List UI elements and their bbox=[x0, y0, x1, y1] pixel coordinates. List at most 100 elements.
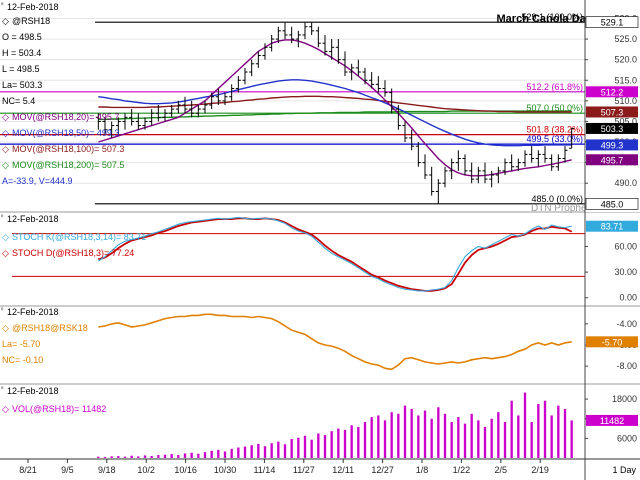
volume-bar bbox=[423, 410, 427, 458]
spread-diamond-icon: ◇ bbox=[2, 323, 9, 333]
value-tag-label: 529.1 bbox=[601, 18, 624, 28]
interval-label: 1 Day bbox=[612, 465, 636, 475]
stoch-y-axis: 0.00 30.00 60.00 83.71 bbox=[585, 213, 640, 305]
price-bar bbox=[389, 88, 395, 114]
volume-bar bbox=[197, 453, 200, 458]
stoch-series-label: STOCH D(@RSH18,3)= 77.24 bbox=[12, 248, 134, 258]
stoch-diamond-icon: ◇ bbox=[2, 232, 9, 242]
volume-bar bbox=[403, 405, 407, 458]
x-tick-label: 11/27 bbox=[293, 465, 315, 475]
price-bars bbox=[95, 22, 575, 204]
y-tick-label: 18000 bbox=[612, 394, 637, 404]
price-bar bbox=[509, 154, 515, 171]
volume-bar bbox=[363, 422, 367, 458]
volume-bar bbox=[250, 445, 253, 458]
ma-diamond-icon: ◇ bbox=[2, 160, 9, 170]
price-bar bbox=[209, 92, 215, 110]
volume-bar bbox=[483, 426, 487, 458]
price-bar bbox=[455, 150, 461, 171]
y-tick-label: 6000 bbox=[617, 433, 637, 443]
fib-label: 485.0 (0.0%) bbox=[531, 194, 583, 204]
volume-bar bbox=[110, 456, 113, 458]
price-bar bbox=[129, 109, 135, 126]
volume-bar bbox=[337, 428, 340, 458]
volume-bar bbox=[163, 454, 167, 458]
volume-bar bbox=[237, 447, 240, 458]
volume-bar bbox=[203, 452, 207, 458]
price-bar bbox=[149, 109, 155, 126]
price-bar bbox=[429, 166, 435, 196]
volume-bar bbox=[397, 413, 400, 458]
volume-bar bbox=[410, 408, 413, 458]
y-tick-label: 510.0 bbox=[614, 96, 637, 106]
price-bar bbox=[189, 100, 195, 118]
volume-bar bbox=[123, 456, 127, 458]
price-bar bbox=[162, 109, 168, 122]
price-bar bbox=[382, 80, 388, 97]
volume-bar bbox=[563, 408, 567, 458]
volume-bar bbox=[103, 457, 107, 458]
value-tag-label: 503.3 bbox=[601, 124, 624, 134]
ma-diamond-icon: ◇ bbox=[2, 128, 9, 138]
value-tag bbox=[586, 414, 638, 426]
volume-marker: ⁰ bbox=[1, 386, 4, 393]
value-tag-label: 83.71 bbox=[601, 222, 624, 232]
volume-bar bbox=[97, 456, 100, 458]
high-value: H = 503.4 bbox=[2, 48, 41, 58]
low-value: L = 498.5 bbox=[2, 64, 39, 74]
price-bar bbox=[315, 26, 321, 48]
stoch-k-line bbox=[98, 216, 572, 292]
price-panel: 529.1 (100.0%) 512.2 (61.8%) 507.0 (50.0%)… bbox=[0, 2, 640, 214]
spread-y-axis: -8.00-6.00-4.00-5.70 bbox=[585, 307, 640, 383]
price-bar bbox=[475, 166, 481, 184]
y-tick-label: 515.0 bbox=[614, 75, 637, 85]
price-bar bbox=[482, 162, 488, 184]
volume-bar bbox=[177, 455, 180, 458]
value-tag bbox=[585, 16, 639, 28]
price-gridlines bbox=[0, 17, 585, 184]
volume-bar bbox=[150, 456, 153, 458]
price-bar bbox=[255, 51, 261, 68]
volume-bar bbox=[283, 444, 287, 458]
price-bar bbox=[295, 30, 301, 48]
ma100-line bbox=[98, 95, 572, 113]
price-bar bbox=[135, 113, 141, 130]
price-bar bbox=[415, 142, 421, 167]
x-axis: 8/21 9/5 9/18 10/2 10/16 10/30 11/14 11/27 12/11… bbox=[0, 458, 640, 475]
price-bar bbox=[182, 96, 188, 114]
price-bar bbox=[409, 129, 415, 151]
net-change-value: NC= 5.4 bbox=[2, 96, 35, 106]
stoch-series-label: STOCH K(@RSH18,3,14)= 83.71 bbox=[12, 232, 146, 242]
volume-bar bbox=[303, 435, 307, 458]
volume-bar bbox=[390, 412, 393, 458]
x-tick-label: 9/18 bbox=[98, 465, 116, 475]
price-bar bbox=[195, 104, 201, 118]
fib-label: 507.0 (50.0%) bbox=[526, 103, 583, 113]
volume-bar bbox=[243, 446, 247, 458]
y-tick-label: 0.00 bbox=[619, 293, 637, 303]
volume-panel: ⁰ 12-Feb-2018 ◇ VOL(@RSH18)= 11482 6000 1… bbox=[1, 385, 640, 459]
ma-diamond-icon: ◇ bbox=[2, 112, 9, 122]
volume-bar bbox=[297, 437, 300, 458]
price-bar bbox=[395, 104, 401, 130]
price-bar bbox=[169, 104, 175, 118]
price-bar bbox=[362, 67, 368, 85]
price-bar bbox=[329, 39, 335, 60]
volume-date: 12-Feb-2018 bbox=[7, 386, 59, 396]
volume-bars bbox=[97, 392, 573, 458]
ma-label: MOV(@RSH18,200)= 507.5 bbox=[12, 160, 124, 170]
volume-bar bbox=[357, 426, 360, 458]
volume-bar bbox=[137, 456, 140, 458]
price-legend: ⁰ 12-Feb-2018 ◇ @RSH18 O = 498.5 H = 503… bbox=[1, 2, 124, 186]
price-bar bbox=[522, 150, 528, 167]
fib-label: 529.1 (100.0%) bbox=[521, 12, 583, 22]
volume-bar bbox=[157, 455, 160, 458]
price-bar bbox=[269, 34, 275, 52]
x-tick-label: 2/5 bbox=[495, 465, 508, 475]
ma50-line bbox=[98, 79, 572, 147]
price-bar bbox=[282, 22, 288, 40]
volume-bar bbox=[183, 453, 187, 458]
y-tick-label: -4.00 bbox=[616, 319, 637, 329]
volume-bar bbox=[510, 400, 513, 458]
spread-symbol: @RSH18@RSK18 bbox=[12, 323, 88, 333]
